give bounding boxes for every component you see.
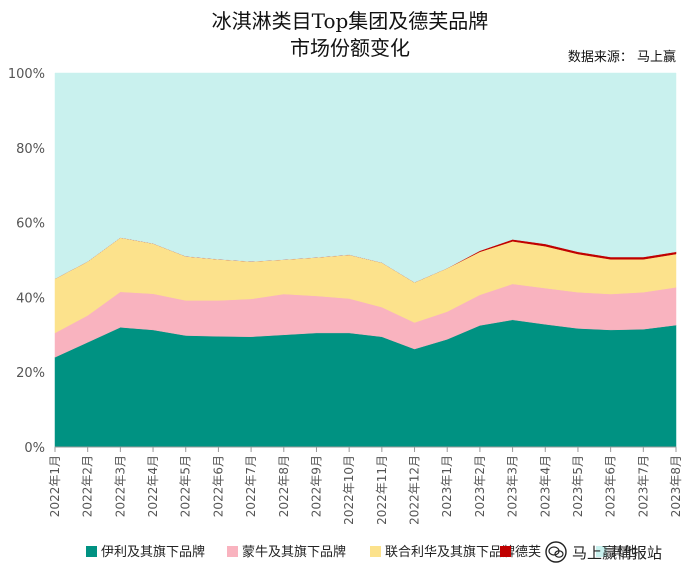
x-tick-label: 2022年12月 bbox=[408, 455, 422, 525]
x-tick-label: 2022年9月 bbox=[309, 455, 323, 517]
legend-label-1: 蒙牛及其旗下品牌 bbox=[242, 544, 346, 560]
x-tick-label: 2022年10月 bbox=[342, 455, 356, 525]
x-tick-label: 2023年1月 bbox=[440, 455, 454, 517]
x-tick-label: 2022年7月 bbox=[244, 455, 258, 517]
legend-label-4: 其他 bbox=[611, 545, 637, 560]
x-tick-label: 2023年7月 bbox=[636, 455, 650, 517]
y-axis: 0% 20% 40% 60% 80% 100% bbox=[8, 67, 45, 456]
x-tick-label: 2022年5月 bbox=[179, 455, 193, 517]
x-tick-label: 2022年4月 bbox=[146, 455, 160, 517]
legend-label-0: 伊利及其旗下品牌 bbox=[101, 544, 205, 560]
x-tick-label: 2023年4月 bbox=[538, 455, 552, 517]
chart-title-line2: 市场份额变化 bbox=[290, 36, 410, 60]
x-tick-label: 2022年1月 bbox=[48, 455, 62, 517]
y-tick-label: 40% bbox=[16, 291, 45, 306]
x-tick-label: 2022年3月 bbox=[113, 455, 127, 517]
x-tick-label: 2022年11月 bbox=[375, 455, 389, 525]
chart-title-line1: 冰淇淋类目Top集团及德芙品牌 bbox=[212, 9, 489, 33]
plot-areas bbox=[54, 72, 677, 448]
area-series-4 bbox=[54, 72, 677, 283]
legend-label-2: 联合利华及其旗下品牌 bbox=[385, 544, 515, 560]
legend-swatch-1 bbox=[227, 546, 238, 557]
watermark-text: 马上赢情报站 bbox=[572, 544, 662, 562]
wechat-icon bbox=[545, 541, 567, 563]
x-tick-label: 2022年8月 bbox=[277, 455, 291, 517]
x-tick-label: 2022年2月 bbox=[81, 455, 95, 517]
legend-swatch-3 bbox=[500, 546, 511, 557]
y-tick-label: 0% bbox=[24, 441, 45, 456]
x-tick-label: 2023年3月 bbox=[506, 455, 520, 517]
source-note: 数据来源： 马上赢 bbox=[568, 49, 676, 65]
watermark: 马上赢情报站 bbox=[545, 541, 662, 563]
y-tick-label: 60% bbox=[16, 217, 45, 232]
x-tick-label: 2023年5月 bbox=[571, 455, 585, 517]
legend-swatch-4 bbox=[596, 546, 607, 557]
y-tick-label: 100% bbox=[8, 67, 45, 82]
x-axis: 2022年1月 2022年2月 2022年3月 2022年4月 2022年5月 2022年… bbox=[48, 446, 683, 525]
area-series-0 bbox=[54, 319, 677, 448]
x-tick-label: 2023年8月 bbox=[669, 455, 683, 517]
legend-label-3: 德芙 bbox=[515, 545, 541, 560]
legend: 伊利及其旗下品牌 蒙牛及其旗下品牌 联合利华及其旗下品牌 德芙 其他 bbox=[86, 544, 637, 560]
x-tick-label: 2023年6月 bbox=[604, 455, 618, 517]
legend-swatch-2 bbox=[370, 546, 381, 557]
legend-swatch-0 bbox=[86, 546, 97, 557]
x-tick-label: 2023年2月 bbox=[473, 455, 487, 517]
y-tick-label: 80% bbox=[16, 142, 45, 157]
y-tick-label: 20% bbox=[16, 366, 45, 381]
x-tick-label: 2022年6月 bbox=[211, 455, 225, 517]
